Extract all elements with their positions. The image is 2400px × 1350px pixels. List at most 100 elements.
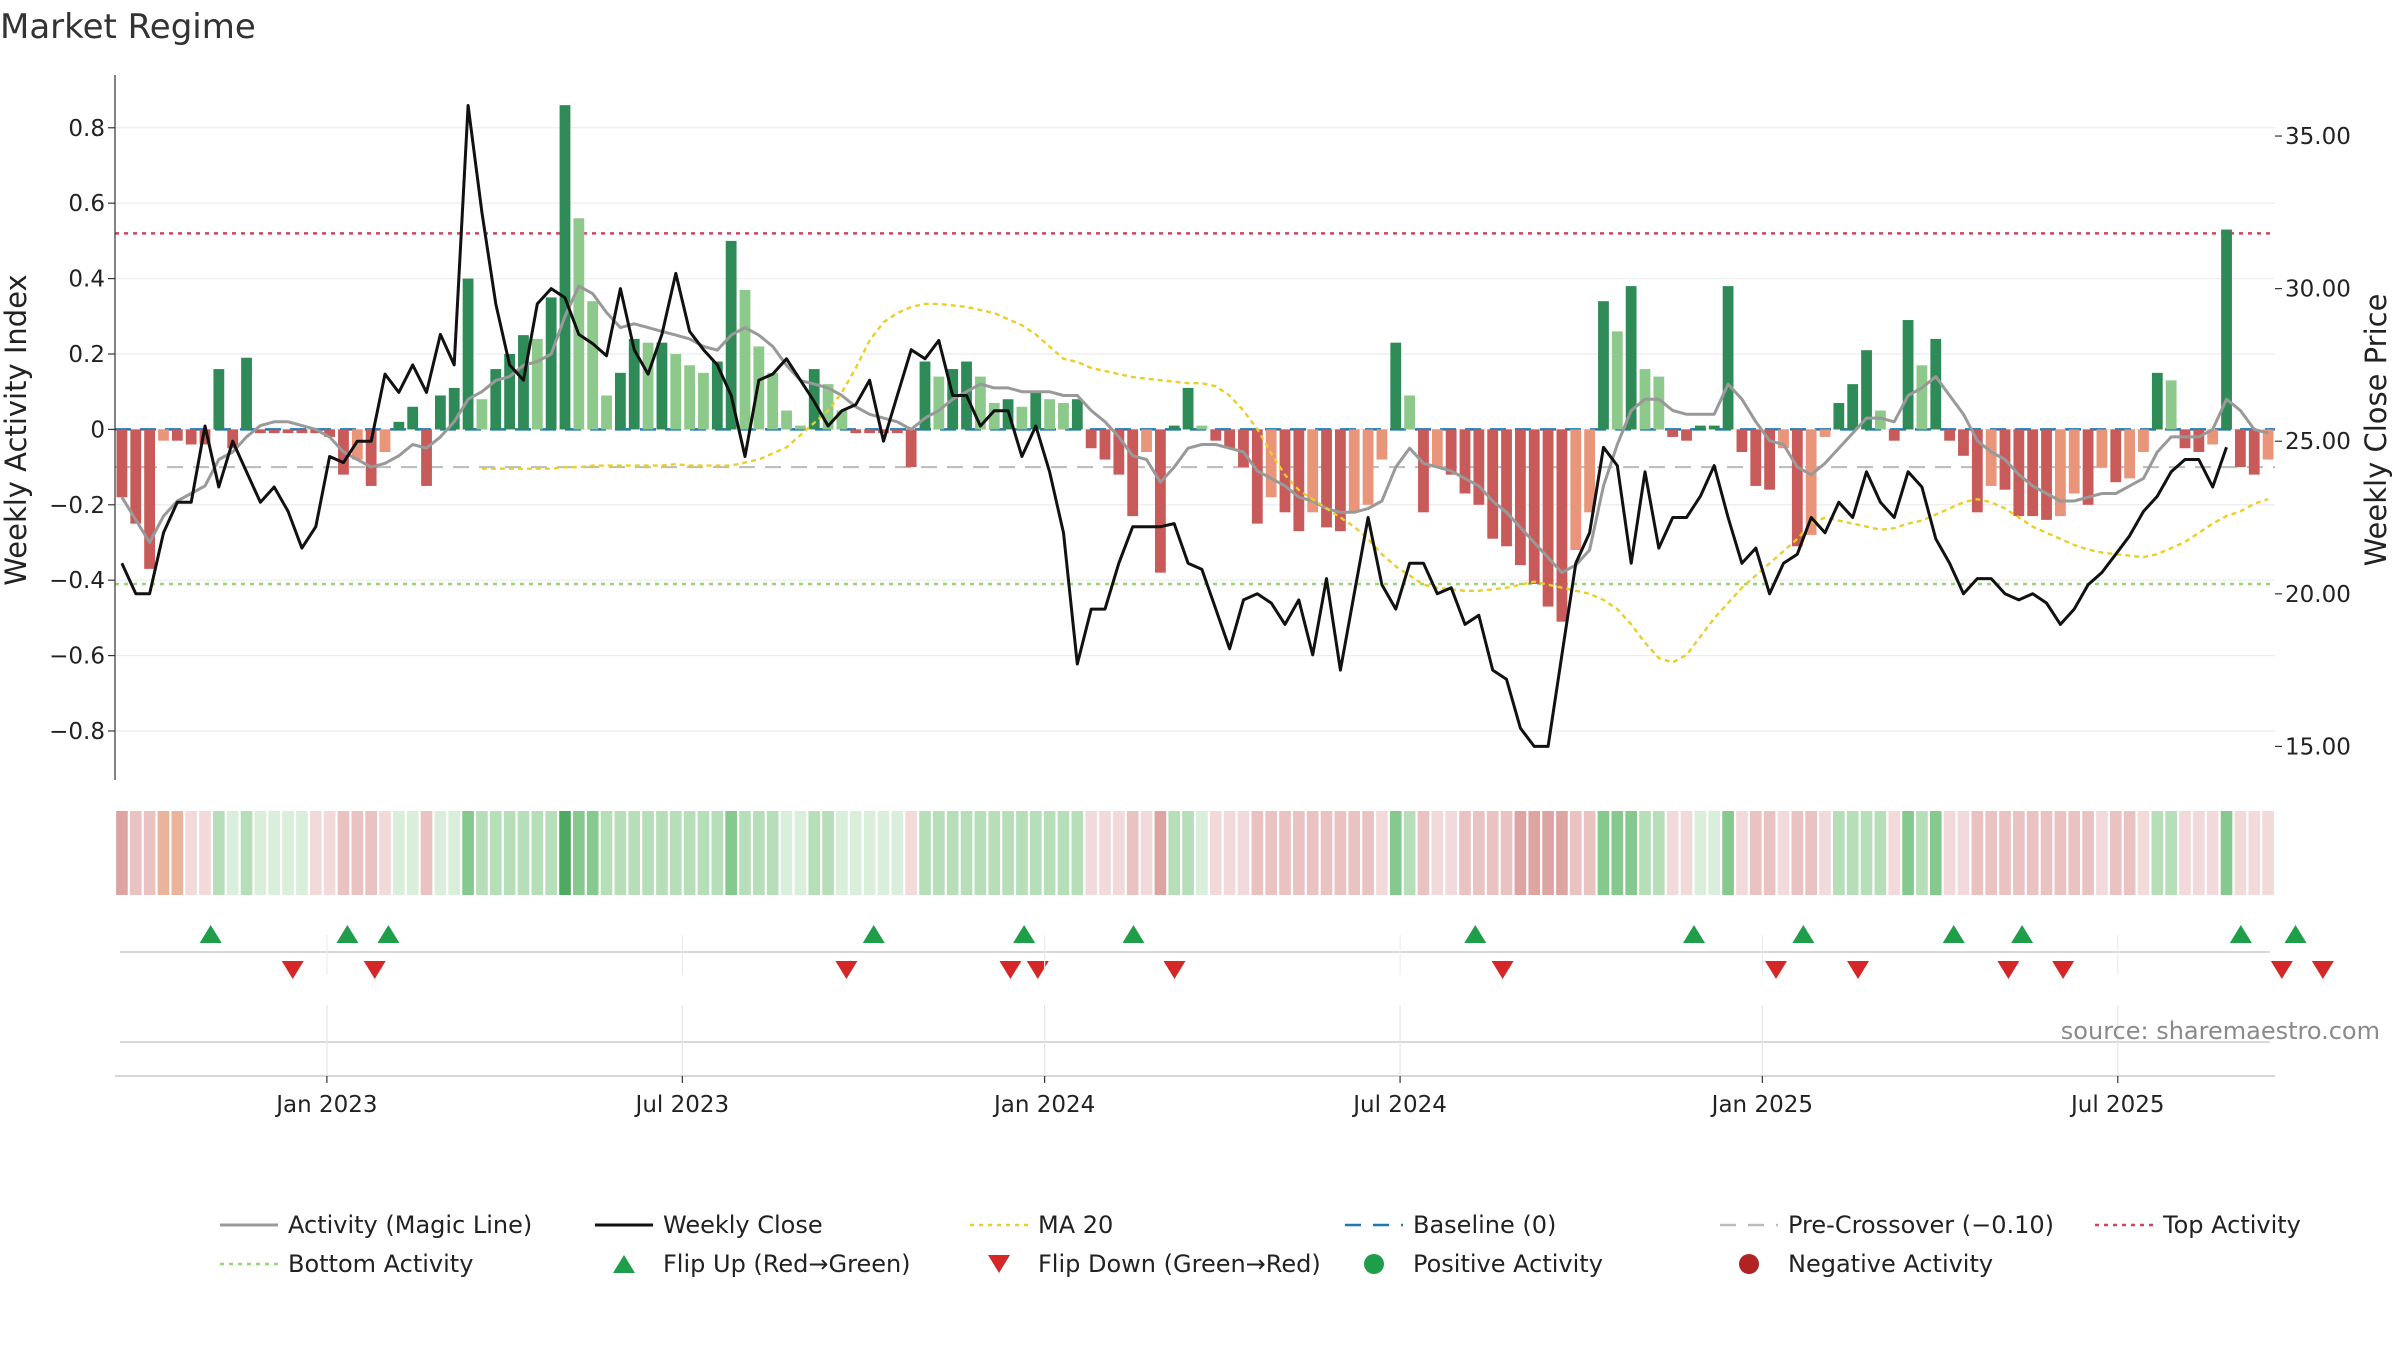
activity-bar [351, 429, 363, 460]
regime-cell [199, 811, 211, 895]
regime-cell [1445, 811, 1457, 895]
regime-cell [960, 811, 973, 895]
regime-cell [1569, 811, 1582, 895]
regime-cell [1016, 811, 1028, 895]
activity-bar [1611, 331, 1623, 430]
chart-title: Market Regime [0, 7, 256, 47]
regime-cell [1514, 811, 1527, 895]
regime-cell [2248, 811, 2261, 895]
activity-bar [988, 402, 1000, 430]
regime-cell [171, 811, 184, 895]
regime-cell [323, 811, 336, 895]
regime-cell [406, 811, 419, 895]
y2-tick-label: 35.00 [2285, 124, 2351, 150]
activity-bar [1473, 429, 1485, 505]
legend-label: Weekly Close [663, 1211, 823, 1239]
regime-cell [226, 811, 239, 895]
x-axis-ticks: Jan 2023 Jul 2023 Jan 2024 Jul 2024 Jan 2025… [274, 935, 2165, 1118]
regime-cell [1126, 811, 1139, 895]
activity-bar [1833, 402, 1845, 430]
y-tick-label: −0.2 [49, 493, 105, 519]
activity-bar [2124, 429, 2136, 479]
magic-line-series [120, 284, 2269, 575]
activity-bar [1694, 425, 1706, 430]
y-tick-label: −0.6 [49, 644, 105, 670]
regime-cell [545, 811, 557, 895]
flip-down-marker [1163, 961, 1186, 979]
regime-cell [1597, 811, 1610, 895]
activity-bar [144, 429, 156, 569]
activity-bar [614, 372, 626, 430]
activity-bar [1058, 402, 1069, 430]
activity-bar [1196, 425, 1208, 430]
activity-bar [1404, 395, 1416, 430]
regime-cell [766, 811, 779, 895]
activity-bar [2138, 429, 2149, 453]
flip-down-marker [2052, 961, 2075, 979]
activity-bar [185, 429, 197, 445]
regime-cell [1099, 811, 1111, 895]
activity-bar [1071, 399, 1083, 430]
activity-bar [2041, 429, 2052, 520]
regime-cell [1140, 811, 1153, 895]
activity-bar [1971, 429, 1983, 513]
activity-bar [116, 429, 128, 498]
y-tick-label: 0.2 [68, 342, 105, 368]
right-axis-ticks: 35.00 30.00 25.00 20.00 15.00 [2275, 124, 2351, 760]
activity-bar [781, 410, 792, 430]
y-axis-label: Weekly Activity Index [0, 274, 33, 585]
activity-bar [1390, 342, 1402, 430]
activity-bar [698, 372, 709, 430]
regime-cell [309, 811, 322, 895]
regime-cell [1362, 811, 1374, 895]
flip-down-marker [281, 961, 304, 979]
regime-cell [1833, 811, 1845, 895]
activity-bar [1321, 429, 1332, 528]
y2-tick-label: 20.00 [2285, 582, 2351, 608]
regime-cell [1888, 811, 1901, 895]
x-tick-label: Jan 2023 [274, 1092, 377, 1118]
regime-cell [780, 811, 793, 895]
flip-up-marker [377, 925, 400, 943]
regime-cell [1417, 811, 1430, 895]
activity-bar [1625, 286, 1637, 430]
regime-cell [836, 811, 848, 895]
flip-up-marker [1122, 925, 1145, 943]
activity-bar [2096, 429, 2108, 468]
regime-cell [683, 811, 696, 895]
activity-bar [1653, 376, 1665, 430]
regime-cell [2206, 811, 2219, 895]
regime-cell [656, 811, 668, 895]
activity-bar [393, 421, 405, 430]
activity-bar [1874, 410, 1886, 430]
activity-bar [1030, 391, 1042, 430]
activity-bar [559, 105, 571, 430]
activity-bar [642, 342, 654, 430]
activity-bar [794, 425, 806, 430]
activity-bars [116, 105, 2274, 622]
regime-cell [1500, 811, 1513, 895]
activity-bar [1238, 429, 1249, 468]
regime-cell [1736, 811, 1748, 895]
regime-cell [365, 811, 377, 895]
flip-down-marker [2311, 961, 2334, 979]
x-tick-label: Jul 2025 [2069, 1092, 2165, 1118]
legend-label: MA 20 [1038, 1211, 1113, 1239]
flip-down-marker [1026, 961, 1049, 979]
y2-tick-label: 25.00 [2285, 429, 2351, 455]
regime-cell [1708, 811, 1721, 895]
regime-cell [462, 811, 474, 895]
regime-cell [296, 811, 308, 895]
regime-cell [2220, 811, 2233, 895]
regime-cell [1999, 811, 2011, 895]
activity-bar [1778, 429, 1789, 449]
activity-bar [1431, 429, 1443, 468]
activity-bar [1722, 286, 1734, 430]
y-tick-label: 0.8 [68, 116, 105, 142]
timeline-panel [115, 1041, 2275, 1077]
regime-strip [116, 811, 2274, 895]
activity-bar [1210, 429, 1222, 441]
activity-bar [1958, 429, 1969, 456]
regime-cell [337, 811, 350, 895]
flip-up-marker [1013, 925, 1036, 943]
